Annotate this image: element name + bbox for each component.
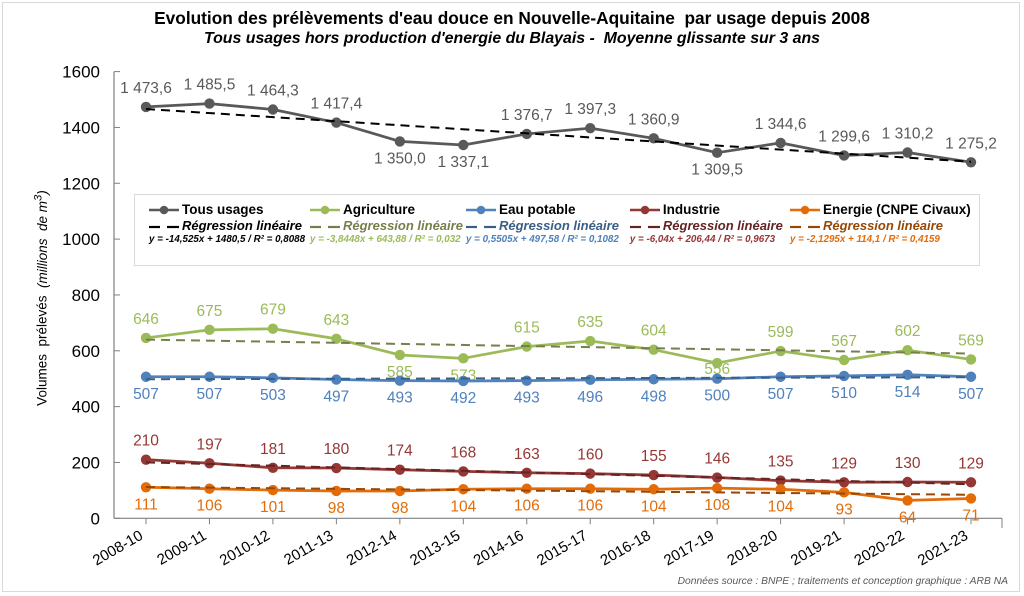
svg-text:104: 104 [450, 498, 476, 515]
svg-text:93: 93 [835, 501, 852, 518]
svg-text:197: 197 [197, 436, 223, 453]
svg-text:1 464,3: 1 464,3 [247, 82, 299, 99]
svg-text:604: 604 [641, 323, 667, 340]
svg-text:2010-12: 2010-12 [217, 527, 273, 569]
svg-text:496: 496 [577, 389, 603, 406]
svg-text:1 310,2: 1 310,2 [882, 126, 934, 143]
svg-text:2018-20: 2018-20 [724, 527, 780, 569]
svg-text:108: 108 [704, 497, 730, 514]
svg-text:1 309,5: 1 309,5 [691, 162, 743, 179]
svg-text:155: 155 [641, 448, 667, 465]
svg-text:210: 210 [133, 433, 159, 450]
svg-text:2020-22: 2020-22 [851, 527, 907, 569]
svg-text:1 473,6: 1 473,6 [120, 80, 172, 97]
svg-text:400: 400 [72, 398, 100, 417]
svg-text:1 360,9: 1 360,9 [628, 111, 680, 128]
svg-text:643: 643 [323, 312, 349, 329]
svg-text:1000: 1000 [62, 230, 100, 249]
svg-text:1 344,6: 1 344,6 [755, 116, 807, 133]
svg-text:800: 800 [72, 286, 100, 305]
svg-text:2021-23: 2021-23 [915, 527, 971, 569]
svg-text:498: 498 [641, 388, 667, 405]
svg-text:1600: 1600 [62, 63, 100, 82]
svg-text:2017-19: 2017-19 [661, 527, 717, 569]
svg-text:1 350,0: 1 350,0 [374, 150, 426, 167]
svg-text:507: 507 [958, 386, 984, 403]
svg-text:0: 0 [91, 509, 100, 528]
svg-text:567: 567 [831, 333, 857, 350]
svg-text:104: 104 [768, 498, 794, 515]
svg-text:500: 500 [704, 388, 730, 405]
svg-text:503: 503 [260, 387, 286, 404]
svg-text:1400: 1400 [62, 118, 100, 137]
svg-text:514: 514 [895, 384, 921, 401]
svg-text:101: 101 [260, 499, 286, 516]
svg-text:602: 602 [895, 323, 921, 340]
svg-text:2019-21: 2019-21 [788, 527, 844, 569]
svg-text:1 275,2: 1 275,2 [945, 135, 997, 152]
svg-text:1 397,3: 1 397,3 [564, 101, 616, 118]
svg-text:181: 181 [260, 441, 286, 458]
svg-text:1 417,4: 1 417,4 [311, 96, 363, 113]
svg-text:106: 106 [514, 498, 540, 515]
svg-text:64: 64 [899, 509, 917, 526]
svg-text:1 376,7: 1 376,7 [501, 107, 553, 124]
svg-text:615: 615 [514, 320, 540, 337]
svg-text:200: 200 [72, 453, 100, 472]
svg-text:1 299,6: 1 299,6 [818, 128, 870, 145]
svg-text:2008-10: 2008-10 [90, 527, 146, 569]
svg-text:135: 135 [768, 454, 794, 471]
svg-text:635: 635 [577, 314, 603, 331]
svg-text:104: 104 [641, 498, 667, 515]
svg-text:2011-13: 2011-13 [281, 527, 336, 569]
svg-text:2009-11: 2009-11 [154, 527, 209, 569]
svg-text:2012-14: 2012-14 [344, 527, 400, 569]
svg-text:71: 71 [962, 507, 979, 524]
svg-text:168: 168 [450, 444, 476, 461]
svg-text:507: 507 [768, 386, 794, 403]
svg-text:497: 497 [323, 389, 349, 406]
svg-text:2014-16: 2014-16 [471, 527, 527, 569]
svg-text:493: 493 [387, 390, 413, 407]
svg-text:510: 510 [831, 385, 857, 402]
svg-text:129: 129 [958, 455, 984, 472]
svg-text:507: 507 [197, 386, 223, 403]
svg-text:646: 646 [133, 311, 159, 328]
svg-text:507: 507 [133, 386, 159, 403]
svg-text:111: 111 [134, 496, 158, 513]
svg-text:130: 130 [895, 455, 921, 472]
svg-text:163: 163 [514, 446, 540, 463]
svg-text:106: 106 [577, 498, 603, 515]
svg-text:679: 679 [260, 302, 286, 319]
svg-text:2015-17: 2015-17 [534, 527, 590, 569]
svg-text:600: 600 [72, 342, 100, 361]
svg-text:569: 569 [958, 332, 984, 349]
svg-text:174: 174 [387, 443, 413, 460]
svg-text:2013-15: 2013-15 [407, 527, 463, 569]
svg-text:492: 492 [450, 390, 476, 407]
svg-text:1 337,1: 1 337,1 [437, 154, 489, 171]
svg-text:493: 493 [514, 390, 540, 407]
svg-text:2016-18: 2016-18 [598, 527, 654, 569]
svg-text:1200: 1200 [62, 174, 100, 193]
svg-text:1 485,5: 1 485,5 [184, 77, 236, 94]
svg-text:180: 180 [323, 441, 349, 458]
svg-text:129: 129 [831, 455, 857, 472]
svg-text:98: 98 [391, 500, 408, 517]
svg-text:146: 146 [704, 451, 730, 468]
svg-text:160: 160 [577, 447, 603, 464]
svg-text:98: 98 [328, 500, 345, 517]
svg-text:106: 106 [197, 498, 223, 515]
svg-text:599: 599 [768, 324, 794, 341]
svg-text:675: 675 [197, 303, 223, 320]
